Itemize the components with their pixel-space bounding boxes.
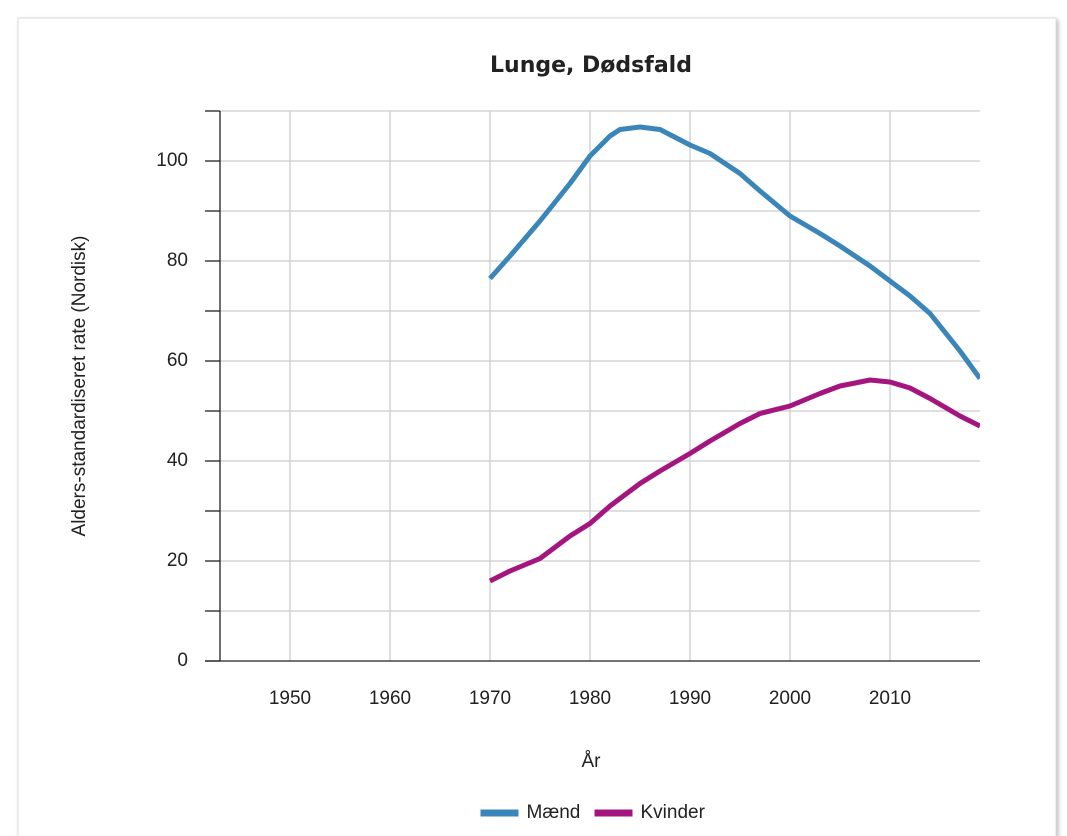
x-tick-label: 1980	[569, 688, 611, 709]
data-line	[488, 124, 980, 380]
y-tick-label: 80	[167, 250, 188, 271]
legend-label: Kvinder	[641, 802, 706, 823]
legend-label: Mænd	[527, 802, 581, 823]
x-tick-label: 1960	[369, 688, 411, 709]
x-tick-label: 1990	[669, 688, 711, 709]
card	[17, 17, 1057, 836]
x-axis-label: År	[582, 751, 602, 772]
x-tick-label: 2010	[869, 688, 911, 709]
chart-title: Lunge, Dødsfald	[490, 53, 692, 78]
x-tick-label: 1970	[469, 688, 511, 709]
x-tick-label: 1950	[269, 688, 311, 709]
y-axis-label: Alders-standardiseret rate (Nordisk)	[69, 236, 90, 537]
data-line	[488, 377, 980, 584]
y-tick-label: 0	[177, 650, 188, 671]
y-tick-label: 60	[167, 350, 188, 371]
x-tick-label: 2000	[769, 688, 811, 709]
y-tick-label: 100	[156, 150, 188, 171]
y-tick-label: 40	[167, 450, 188, 471]
y-tick-label: 20	[167, 550, 188, 571]
